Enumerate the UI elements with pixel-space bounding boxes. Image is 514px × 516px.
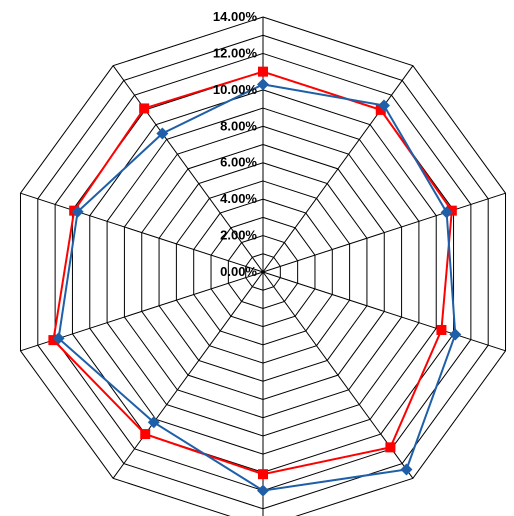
data-point	[52, 332, 65, 345]
tick-label: 12.00%	[213, 45, 258, 60]
data-point	[147, 416, 160, 429]
tick-label: 6.00%	[220, 155, 257, 170]
tick-label: 0.00%	[220, 264, 257, 279]
series-2	[52, 78, 462, 497]
grid-spoke	[262, 271, 506, 352]
series-layer	[48, 66, 462, 497]
data-point	[71, 205, 84, 218]
data-point	[440, 206, 453, 219]
grid-ring	[19, 16, 507, 516]
data-point	[446, 205, 457, 216]
radial-tick-labels: 0.00% 2.00% 4.00% 6.00% 8.00% 10.00% 12.00% 14.…	[213, 9, 258, 279]
data-point	[257, 484, 269, 497]
data-point	[400, 463, 413, 476]
grid-spoke	[112, 271, 264, 479]
data-point	[257, 78, 269, 91]
data-point	[377, 99, 390, 112]
data-point	[449, 328, 462, 341]
grid-spoke	[112, 65, 264, 273]
grid-spoke	[262, 192, 506, 273]
data-point	[436, 324, 447, 335]
grid-spoke	[262, 65, 414, 273]
tick-label: 8.00%	[220, 118, 257, 133]
data-point	[48, 335, 59, 346]
tick-label: 4.00%	[220, 191, 257, 206]
data-point	[258, 66, 268, 77]
tick-label: 10.00%	[213, 82, 258, 97]
data-point	[156, 127, 169, 140]
data-point	[258, 469, 268, 480]
data-point	[385, 442, 396, 453]
grid-spoke	[20, 192, 264, 273]
radar-grid	[19, 16, 507, 516]
data-point	[140, 429, 151, 440]
data-point	[139, 103, 150, 114]
data-point	[375, 104, 386, 115]
tick-label: 14.00%	[213, 9, 258, 24]
tick-label: 2.00%	[220, 228, 257, 243]
